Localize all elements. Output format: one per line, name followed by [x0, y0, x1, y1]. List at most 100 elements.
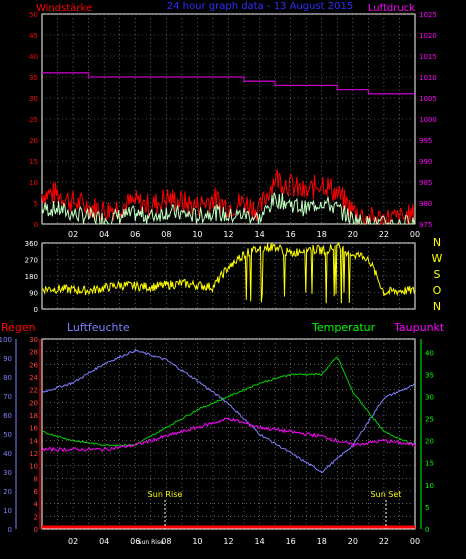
- wind-tick-label: 25: [29, 116, 38, 124]
- rain-tick-label: 20: [29, 399, 38, 407]
- temperature-series-line: [41, 356, 416, 447]
- temperature-label: Temperatur: [311, 321, 376, 334]
- time-tick-label: 22: [379, 230, 389, 239]
- pressure-tick-label: 985: [419, 179, 432, 187]
- time-tick-label: 18: [317, 537, 327, 546]
- time-tick-label: 00: [410, 537, 420, 546]
- temperature-tick-label: 40: [425, 349, 434, 357]
- wind-average-series-line: [41, 192, 416, 226]
- pressure-tick-label: 1010: [419, 74, 437, 82]
- rain-tick-label: 4: [34, 501, 39, 509]
- time-tick-label: 04: [99, 537, 109, 546]
- time-tick-label: 08: [161, 230, 171, 239]
- pressure-tick-label: 1025: [419, 11, 437, 19]
- time-tick-label: 12: [223, 537, 233, 546]
- wind-tick-label: 45: [29, 32, 38, 40]
- time-tick-label: 20: [348, 537, 358, 546]
- temperature-tick-label: 0: [425, 526, 429, 534]
- direction-tick-label: 0: [34, 306, 38, 314]
- direction-letter: W: [432, 252, 443, 265]
- time-tick-label: 02: [68, 537, 78, 546]
- rain-tick-label: 28: [29, 349, 38, 357]
- time-tick-label: 02: [68, 230, 78, 239]
- grid-layer: [42, 13, 415, 530]
- rain-tick-label: 12: [29, 450, 38, 458]
- temperature-tick-label: 20: [425, 438, 434, 446]
- rain-tick-label: 30: [29, 336, 38, 344]
- series-layer: [41, 72, 416, 529]
- pressure-series-line: [42, 72, 415, 95]
- temperature-tick-label: 30: [425, 393, 434, 401]
- wind-tick-label: 10: [29, 179, 38, 187]
- humidity-tick-label: 30: [3, 469, 12, 477]
- humidity-label: Luftfeuchte: [67, 321, 130, 334]
- sunrise-time-label: Sun Rise: [138, 539, 164, 546]
- direction-letter: S: [434, 268, 441, 281]
- rain-tick-label: 24: [29, 374, 38, 382]
- direction-tick-label: 180: [25, 273, 38, 281]
- time-tick-label: 20: [348, 230, 358, 239]
- time-tick-label: 10: [192, 230, 202, 239]
- rain-tick-label: 6: [34, 488, 39, 496]
- wind-panel-label: Windstärke: [36, 3, 92, 14]
- time-tick-label: 22: [379, 537, 389, 546]
- time-tick-label: 14: [254, 230, 264, 239]
- humidity-tick-label: 100: [0, 336, 12, 344]
- time-tick-label: 16: [286, 537, 296, 546]
- humidity-tick-label: 10: [3, 507, 12, 515]
- direction-tick-label: 90: [29, 290, 38, 298]
- pressure-tick-label: 990: [419, 158, 432, 166]
- direction-letter: N: [433, 300, 441, 313]
- direction-letter: N: [433, 236, 441, 249]
- sunset-label: Sun Set: [371, 490, 402, 499]
- time-tick-label: 18: [317, 230, 327, 239]
- wind-tick-label: 40: [29, 53, 38, 61]
- direction-tick-label: 270: [25, 257, 38, 265]
- rain-tick-label: 16: [29, 425, 38, 433]
- wind-gust-series-line: [41, 169, 416, 226]
- rain-tick-label: 0: [34, 526, 38, 534]
- time-tick-label: 10: [192, 537, 202, 546]
- time-tick-label: 12: [223, 230, 233, 239]
- direction-letter: O: [433, 284, 442, 297]
- time-tick-label: 14: [254, 537, 264, 546]
- humidity-tick-label: 40: [3, 450, 12, 458]
- sunrise-label: Sun Rise: [148, 490, 183, 499]
- wind-tick-label: 5: [34, 200, 38, 208]
- rain-tick-label: 14: [29, 437, 38, 445]
- humidity-tick-label: 70: [3, 393, 12, 401]
- rain-tick-label: 22: [29, 387, 38, 395]
- dewpoint-series-line: [41, 417, 416, 453]
- pressure-tick-label: 1020: [419, 32, 437, 40]
- pressure-tick-label: 1005: [419, 95, 437, 103]
- time-tick-label: 16: [286, 230, 296, 239]
- rain-tick-label: 18: [29, 412, 38, 420]
- time-tick-label: 06: [130, 230, 140, 239]
- graph-title: 24 hour graph data - 13 August 2015: [167, 1, 353, 12]
- pressure-tick-label: 995: [419, 137, 432, 145]
- wind-tick-label: 15: [29, 158, 38, 166]
- rain-tick-label: 10: [29, 463, 38, 471]
- time-tick-label: 04: [99, 230, 109, 239]
- pressure-panel-label: Luftdruck: [368, 3, 415, 14]
- humidity-tick-label: 0: [8, 526, 12, 534]
- pressure-tick-label: 1000: [419, 116, 437, 124]
- wind-tick-label: 30: [29, 95, 38, 103]
- rain-label: Regen: [1, 321, 36, 334]
- time-tick-label: 08: [161, 537, 171, 546]
- wind-tick-label: 20: [29, 137, 38, 145]
- pressure-tick-label: 975: [419, 221, 432, 229]
- time-tick-label: 00: [410, 230, 420, 239]
- rain-tick-label: 26: [29, 361, 38, 369]
- temperature-tick-label: 25: [425, 416, 434, 424]
- wind-tick-label: 0: [34, 221, 38, 229]
- wind-tick-label: 50: [29, 11, 38, 19]
- wind-tick-label: 35: [29, 74, 38, 82]
- direction-tick-label: 360: [25, 240, 38, 248]
- tick-layer: 0202040406060808101012121414161618182020…: [0, 11, 443, 546]
- temperature-tick-label: 10: [425, 482, 434, 490]
- pressure-tick-label: 980: [419, 200, 432, 208]
- humidity-tick-label: 20: [3, 488, 12, 496]
- rain-tick-label: 8: [34, 475, 38, 483]
